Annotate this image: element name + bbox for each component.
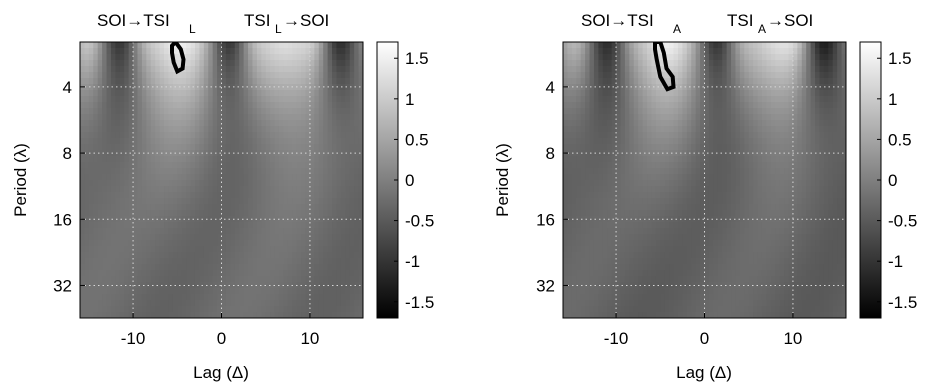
- x-tick-label: 0: [217, 329, 226, 348]
- heatmap-right: [563, 42, 847, 319]
- xlabel-right: Lag (Δ): [676, 363, 732, 382]
- annotation-right-text2: TSI: [727, 11, 753, 30]
- colorbar-tick-label: 0: [888, 171, 897, 190]
- colorbar-tick-label: -0.5: [888, 212, 917, 231]
- y-tick-label: 32: [536, 276, 555, 295]
- x-tick-label: -10: [121, 329, 146, 348]
- colorbar-tick-label: -1.5: [405, 293, 434, 312]
- ylabel-left: Period (λ): [11, 143, 30, 217]
- annotation-right-sub2: A: [758, 22, 766, 36]
- colorbar-tick-label: 0: [405, 171, 414, 190]
- colorbar-tick-label: 1.5: [405, 49, 429, 68]
- colorbar-tick-label: -1: [888, 252, 903, 271]
- x-tick-label: 0: [700, 329, 709, 348]
- y-tick-label: 4: [63, 78, 72, 97]
- colorbar-tick-label: 0.5: [888, 130, 912, 149]
- y-tick-label: 8: [63, 144, 72, 163]
- x-tick-label: 10: [300, 329, 319, 348]
- colorbar-tick-label: -1: [405, 252, 420, 271]
- y-tick-label: 16: [536, 210, 555, 229]
- heatmap-left: [80, 42, 364, 319]
- annotation-right-text3: →SOI: [767, 11, 813, 30]
- x-tick-label: 10: [783, 329, 802, 348]
- xlabel-left: Lag (Δ): [193, 363, 249, 382]
- y-tick-label: 32: [53, 276, 72, 295]
- y-tick-label: 8: [546, 144, 555, 163]
- annotation-left-text2: TSI: [244, 11, 270, 30]
- colorbar-tick-label: -1.5: [888, 293, 917, 312]
- y-tick-label: 4: [546, 78, 555, 97]
- y-tick-label: 16: [53, 210, 72, 229]
- annotation-left-sub2: L: [275, 22, 282, 36]
- annotation-left-text3: →SOI: [283, 11, 329, 30]
- annotation-right-sub1: A: [673, 22, 681, 36]
- annotation-right-text1: SOI→TSI: [581, 11, 654, 30]
- colorbar-tick-label: 0.5: [405, 130, 429, 149]
- annotation-left-sub1: L: [189, 22, 196, 36]
- x-tick-label: -10: [604, 329, 629, 348]
- ylabel-right: Period (λ): [493, 143, 512, 217]
- colorbar-tick-label: 1: [888, 90, 897, 109]
- annotation-left-text1: SOI→TSI: [97, 11, 170, 30]
- colorbar-tick-label: -0.5: [405, 212, 434, 231]
- colorbar-tick-label: 1.5: [888, 49, 912, 68]
- colorbar-tick-label: 1: [405, 90, 414, 109]
